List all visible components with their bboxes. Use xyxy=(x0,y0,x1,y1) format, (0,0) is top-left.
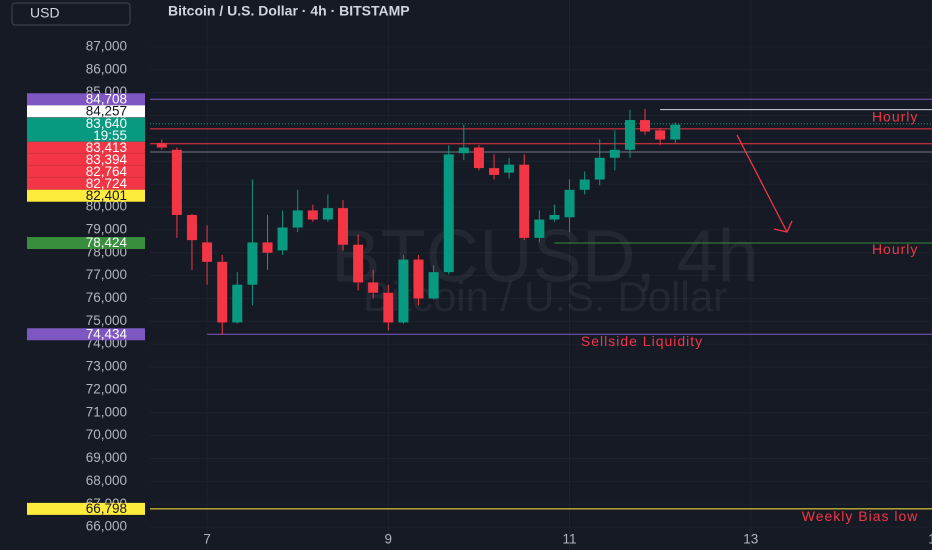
price-label-box xyxy=(27,237,145,250)
candle-body xyxy=(292,210,303,228)
y-tick-label: 73,000 xyxy=(86,359,127,374)
candle-body xyxy=(202,242,213,262)
y-tick-label: 72,000 xyxy=(86,381,127,396)
y-tick-label: 76,000 xyxy=(86,290,127,305)
candle-body xyxy=(368,282,379,293)
levels xyxy=(150,98,932,510)
candle-body xyxy=(458,147,469,154)
watermark-name: Bitcoin / U.S. Dollar xyxy=(363,273,727,320)
candle-body xyxy=(473,147,484,169)
price-label-box xyxy=(27,117,145,142)
candle-body xyxy=(624,120,635,150)
symbol: USD xyxy=(30,5,60,21)
candle-body xyxy=(640,120,651,132)
candle-body xyxy=(594,157,605,180)
y-tick-label: 86,000 xyxy=(86,61,127,76)
candle-body xyxy=(307,210,318,220)
candle-body xyxy=(262,242,273,253)
candle-body xyxy=(247,242,258,285)
candle-body xyxy=(156,142,167,148)
annotation: Hourly xyxy=(872,241,918,257)
price-label-box xyxy=(27,177,145,190)
candle-body xyxy=(322,208,333,220)
symbol-box[interactable] xyxy=(11,2,131,26)
candle-body xyxy=(549,214,560,220)
annotation: Sellside Liquidity xyxy=(581,333,703,349)
candle-body xyxy=(338,208,349,245)
grid xyxy=(150,0,932,550)
candle-body xyxy=(609,149,620,158)
candle-body xyxy=(217,261,228,323)
candle-body xyxy=(489,168,500,175)
price-label: 83,640 xyxy=(86,116,127,131)
price-labels: 84,70884,25783,64019:5583,41383,39482,76… xyxy=(27,91,145,516)
candle-body xyxy=(413,259,424,299)
price-label-box xyxy=(27,189,145,202)
candles xyxy=(156,109,681,336)
candle-body xyxy=(519,164,530,238)
y-tick-label: 75,000 xyxy=(86,313,127,328)
x-tick-label: 9 xyxy=(385,532,393,547)
y-tick-label: 80,000 xyxy=(86,199,127,214)
candle-body xyxy=(579,179,590,190)
price-label-box xyxy=(27,502,145,515)
annotations: Hourly Hourly Sellside Liquidity Weekly Bia… xyxy=(581,108,919,524)
price-label: 82,401 xyxy=(86,188,127,203)
price-label: 78,424 xyxy=(86,235,128,250)
x-tick-label: 7 xyxy=(203,532,211,547)
y-tick-label: 71,000 xyxy=(86,404,127,419)
price-label: 83,394 xyxy=(86,152,128,167)
y-tick-label: 87,000 xyxy=(86,38,127,53)
x-tick-label: 11 xyxy=(563,532,577,547)
candle-body xyxy=(670,124,681,140)
y-tick-label: 77,000 xyxy=(86,267,127,282)
candle-body xyxy=(534,219,545,238)
price-label: 74,434 xyxy=(86,326,128,341)
price-label-box xyxy=(27,105,145,118)
price-label: 84,257 xyxy=(86,103,127,118)
y-tick-label: 66,000 xyxy=(86,519,127,534)
price-label: 82,724 xyxy=(86,176,128,191)
price-label-box xyxy=(27,93,145,106)
price-label: 83,413 xyxy=(86,140,127,155)
y-tick-label: 70,000 xyxy=(86,427,127,442)
candle-body xyxy=(655,130,666,140)
price-label-box xyxy=(27,141,145,154)
candle-body xyxy=(504,164,515,173)
arrow-head xyxy=(773,220,793,233)
candle-body xyxy=(383,292,394,323)
candle-body xyxy=(398,259,409,323)
price-label-box xyxy=(27,328,145,341)
y-tick-label: 79,000 xyxy=(86,221,127,236)
y-tick-label: 69,000 xyxy=(86,450,127,465)
x-tick-label: 1 xyxy=(928,532,932,547)
arrow xyxy=(736,134,788,233)
price-label: 66,798 xyxy=(86,501,127,516)
price-countdown: 19:55 xyxy=(93,128,127,143)
candle-body xyxy=(232,284,243,323)
price-label: 82,764 xyxy=(86,164,128,179)
candle-body xyxy=(428,272,439,299)
candle-body xyxy=(564,189,575,218)
price-label-box xyxy=(27,153,145,166)
price-label-box xyxy=(27,165,145,178)
candle-body xyxy=(277,227,288,251)
x-tick-label: 13 xyxy=(743,532,758,547)
y-tick-label: 68,000 xyxy=(86,473,127,488)
chart-title: Bitcoin / U.S. Dollar · 4h · BITSTAMP xyxy=(168,3,410,19)
candle-body xyxy=(443,154,454,273)
annotation: Hourly xyxy=(872,108,918,124)
candle-body xyxy=(186,214,197,241)
annotation: Weekly Bias low xyxy=(802,508,919,524)
candle-body xyxy=(353,244,364,283)
candle-body xyxy=(171,149,182,215)
price-label: 84,708 xyxy=(86,91,127,106)
